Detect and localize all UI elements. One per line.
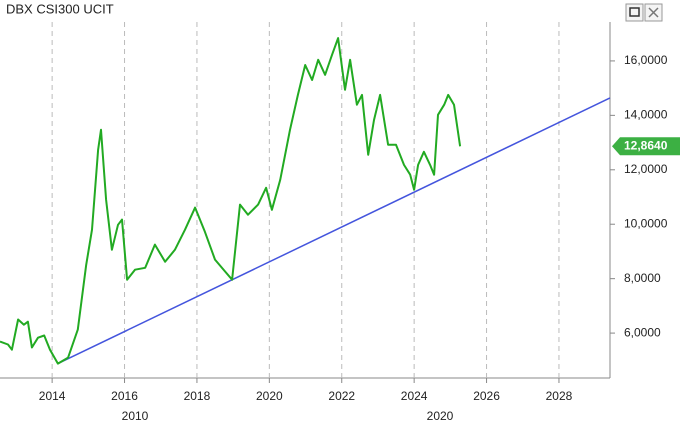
x-tick-label: 2018	[184, 389, 211, 403]
close-icon	[648, 7, 659, 18]
maximize-icon	[629, 7, 640, 17]
y-tick-label: 16,0000	[624, 53, 668, 67]
x-tick-label: 2022	[328, 389, 355, 403]
trendline	[57, 97, 611, 365]
y-tick-label: 8,0000	[624, 271, 661, 285]
y-tick-label: 12,0000	[624, 162, 668, 176]
x-tick-label: 2028	[546, 389, 573, 403]
x-tick-label: 2016	[111, 389, 138, 403]
window-buttons[interactable]	[625, 3, 663, 22]
price-line	[0, 37, 462, 365]
x-tick-label: 2014	[39, 389, 66, 403]
x-group-label: 2020	[427, 409, 454, 423]
last-value-tag	[612, 137, 680, 156]
x-tick-label: 2026	[473, 389, 500, 403]
y-tick-label: 14,0000	[624, 108, 668, 122]
maximize-button[interactable]	[625, 3, 644, 22]
last-value-label: 12,8640	[624, 138, 668, 152]
y-tick-label: 10,0000	[624, 216, 668, 230]
x-tick-label: 2020	[256, 389, 283, 403]
y-tick-label: 6,0000	[624, 325, 661, 339]
x-tick-label: 2024	[401, 389, 428, 403]
x-group-label: 2010	[122, 409, 149, 423]
chart-title: DBX CSI300 UCIT	[6, 1, 114, 16]
